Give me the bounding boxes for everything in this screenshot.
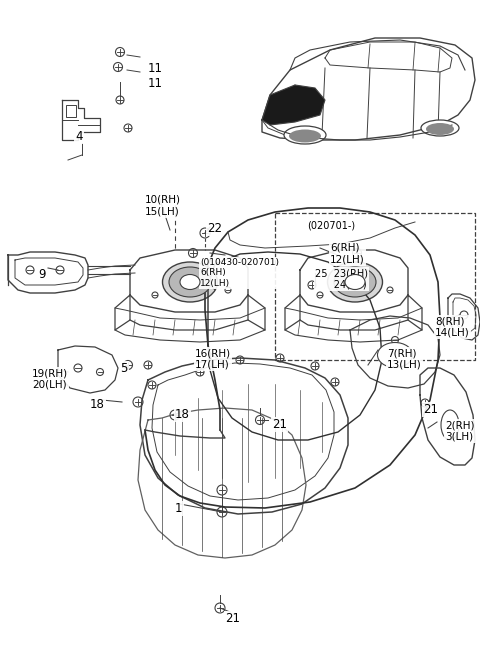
- FancyBboxPatch shape: [66, 105, 76, 117]
- Ellipse shape: [180, 274, 200, 289]
- Text: 10(RH)
15(LH): 10(RH) 15(LH): [145, 195, 181, 216]
- Ellipse shape: [169, 267, 211, 297]
- Text: 1: 1: [175, 502, 182, 515]
- Text: 21: 21: [272, 418, 287, 431]
- Text: 7(RH)
13(LH): 7(RH) 13(LH): [387, 348, 422, 370]
- Text: 2(RH)
3(LH): 2(RH) 3(LH): [445, 420, 475, 441]
- Text: 6(RH)
12(LH): 6(RH) 12(LH): [330, 243, 365, 265]
- Text: 21: 21: [225, 612, 240, 625]
- Ellipse shape: [289, 129, 321, 142]
- Text: 5: 5: [120, 362, 127, 375]
- Text: 18: 18: [175, 408, 190, 421]
- Ellipse shape: [334, 267, 376, 297]
- Text: 4: 4: [75, 130, 83, 143]
- Ellipse shape: [345, 274, 365, 289]
- Text: 18: 18: [90, 398, 105, 411]
- Text: 16(RH)
17(LH): 16(RH) 17(LH): [195, 348, 231, 370]
- Text: 22: 22: [207, 222, 222, 235]
- Text: 11: 11: [148, 77, 163, 90]
- Text: 11: 11: [148, 62, 163, 75]
- Text: 8(RH)
14(LH): 8(RH) 14(LH): [435, 316, 470, 337]
- Text: (010430-020701)
6(RH)
12(LH): (010430-020701) 6(RH) 12(LH): [200, 258, 279, 288]
- Ellipse shape: [377, 343, 412, 367]
- Ellipse shape: [163, 262, 217, 302]
- Text: 21: 21: [423, 403, 438, 416]
- Ellipse shape: [426, 123, 454, 135]
- Ellipse shape: [284, 126, 326, 144]
- Text: (020701-): (020701-): [307, 220, 355, 230]
- Text: 9: 9: [38, 268, 46, 281]
- Text: 19(RH)
20(LH): 19(RH) 20(LH): [32, 368, 68, 389]
- Text: 25  23(RH)
      24(LH): 25 23(RH) 24(LH): [315, 268, 368, 290]
- Ellipse shape: [441, 410, 459, 440]
- Polygon shape: [262, 85, 325, 125]
- Ellipse shape: [421, 120, 459, 136]
- Ellipse shape: [327, 262, 383, 302]
